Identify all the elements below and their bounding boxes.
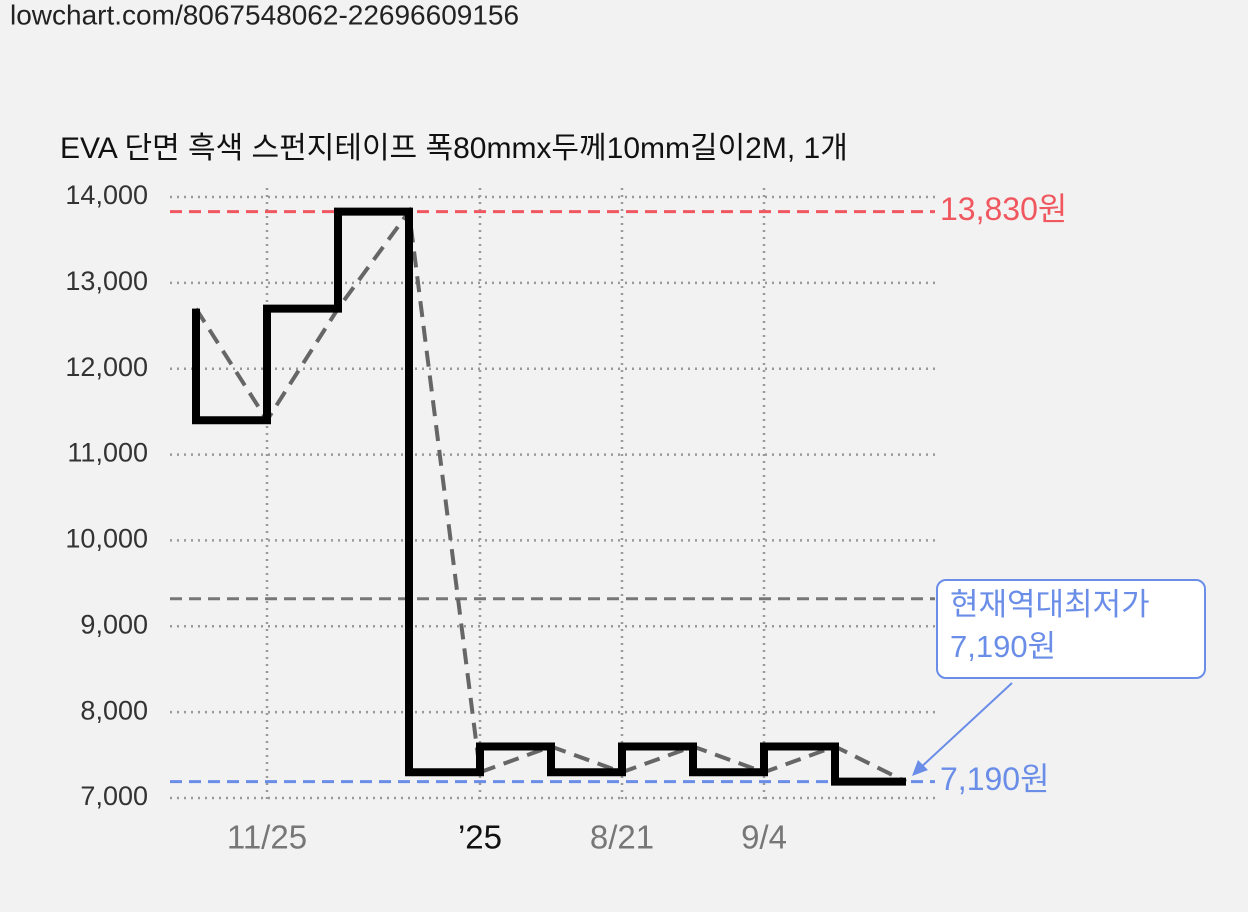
x-tick-label: 11/25: [227, 819, 307, 856]
callout-box: [936, 579, 1206, 679]
source-url: lowchart.com/8067548062-22696609156: [10, 0, 519, 30]
reference-label: 13,830원: [940, 191, 1067, 227]
y-tick-label: 7,000: [80, 781, 148, 811]
callout-text: 7,190원: [950, 629, 1056, 664]
chart-title: EVA 단면 흑색 스펀지테이프 폭80mmx두께10mm길이2M, 1개: [60, 132, 848, 165]
x-tick-label: 8/21: [590, 819, 654, 856]
y-tick-label: 14,000: [65, 180, 148, 210]
y-tick-label: 12,000: [65, 352, 148, 382]
callout-text: 현재역대최저가: [950, 587, 1150, 622]
callout-arrowhead: [912, 760, 928, 776]
reference-label: 7,190원: [940, 761, 1050, 797]
y-tick-label: 13,000: [65, 266, 148, 296]
x-tick-label: ’25: [458, 819, 502, 856]
y-tick-label: 8,000: [80, 695, 148, 725]
y-tick-label: 10,000: [65, 524, 148, 554]
y-tick-label: 9,000: [80, 609, 148, 639]
callout-arrow: [917, 682, 1013, 771]
y-tick-label: 11,000: [67, 438, 148, 468]
x-tick-label: 9/4: [741, 819, 787, 856]
price-step-line: [192, 207, 906, 786]
